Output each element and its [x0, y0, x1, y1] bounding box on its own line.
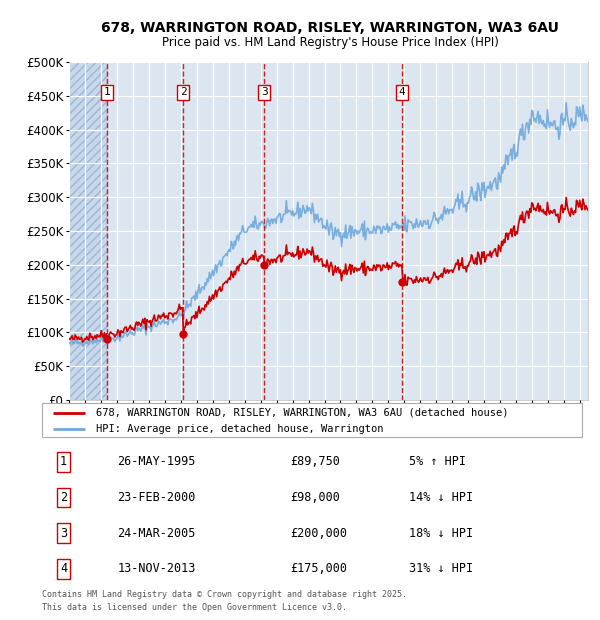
Text: 678, WARRINGTON ROAD, RISLEY, WARRINGTON, WA3 6AU: 678, WARRINGTON ROAD, RISLEY, WARRINGTON… — [101, 21, 559, 35]
Text: 2: 2 — [180, 87, 187, 97]
Bar — [69, 62, 107, 400]
Text: 1: 1 — [104, 87, 111, 97]
Text: £200,000: £200,000 — [290, 526, 347, 539]
Text: HPI: Average price, detached house, Warrington: HPI: Average price, detached house, Warr… — [96, 423, 383, 433]
Text: Price paid vs. HM Land Registry's House Price Index (HPI): Price paid vs. HM Land Registry's House … — [161, 36, 499, 48]
Text: Contains HM Land Registry data © Crown copyright and database right 2025.: Contains HM Land Registry data © Crown c… — [42, 590, 407, 600]
Text: £175,000: £175,000 — [290, 562, 347, 575]
Text: 4: 4 — [60, 562, 67, 575]
Text: 5% ↑ HPI: 5% ↑ HPI — [409, 455, 466, 468]
Text: 4: 4 — [399, 87, 406, 97]
Text: 678, WARRINGTON ROAD, RISLEY, WARRINGTON, WA3 6AU (detached house): 678, WARRINGTON ROAD, RISLEY, WARRINGTON… — [96, 407, 509, 417]
Text: 14% ↓ HPI: 14% ↓ HPI — [409, 491, 473, 504]
Text: 31% ↓ HPI: 31% ↓ HPI — [409, 562, 473, 575]
FancyBboxPatch shape — [42, 403, 582, 437]
Text: £98,000: £98,000 — [290, 491, 340, 504]
Text: 3: 3 — [261, 87, 268, 97]
Text: £89,750: £89,750 — [290, 455, 340, 468]
Text: 3: 3 — [60, 526, 67, 539]
Text: 1: 1 — [60, 455, 67, 468]
Text: 2: 2 — [60, 491, 67, 504]
Text: This data is licensed under the Open Government Licence v3.0.: This data is licensed under the Open Gov… — [42, 603, 347, 612]
Text: 23-FEB-2000: 23-FEB-2000 — [118, 491, 196, 504]
Text: 18% ↓ HPI: 18% ↓ HPI — [409, 526, 473, 539]
Text: 26-MAY-1995: 26-MAY-1995 — [118, 455, 196, 468]
Text: 24-MAR-2005: 24-MAR-2005 — [118, 526, 196, 539]
Bar — [69, 62, 107, 400]
Text: 13-NOV-2013: 13-NOV-2013 — [118, 562, 196, 575]
